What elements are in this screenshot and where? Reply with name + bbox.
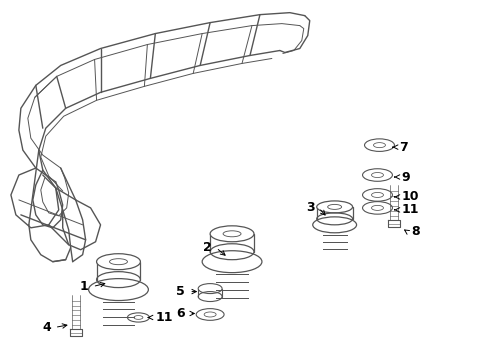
Text: 6: 6: [176, 307, 185, 320]
Text: 4: 4: [42, 321, 51, 334]
Text: 11: 11: [155, 311, 173, 324]
Text: 11: 11: [401, 203, 419, 216]
Ellipse shape: [97, 254, 141, 270]
Text: 3: 3: [306, 201, 315, 215]
Text: 10: 10: [401, 190, 419, 203]
Ellipse shape: [317, 201, 353, 213]
Text: 2: 2: [203, 241, 212, 254]
Text: 1: 1: [80, 280, 89, 293]
Ellipse shape: [210, 226, 254, 242]
Text: 9: 9: [401, 171, 410, 184]
Text: 8: 8: [412, 225, 420, 238]
Text: 7: 7: [399, 141, 408, 154]
Text: 5: 5: [176, 285, 185, 298]
